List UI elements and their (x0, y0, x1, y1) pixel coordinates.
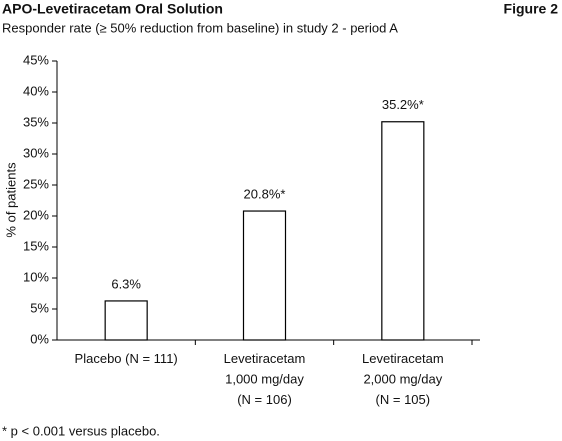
x-tick-label: Placebo (N = 111) (75, 351, 178, 366)
footnote: * p < 0.001 versus placebo. (2, 423, 160, 438)
chart-title: APO-Levetiracetam Oral Solution (2, 1, 223, 17)
y-tick-label: 0% (30, 331, 49, 346)
bar (242, 210, 287, 341)
x-tick-label-line: Placebo (N = 111) (75, 351, 178, 366)
x-tick-label-line: 2,000 mg/day (363, 372, 442, 387)
y-tick-label: 45% (23, 52, 49, 67)
value-label: 6.3% (111, 276, 141, 291)
x-tick-label-line: 1,000 mg/day (225, 372, 304, 387)
y-tick-label: 30% (23, 145, 49, 160)
value-label: 35.2%* (382, 97, 424, 112)
y-tick-label: 20% (23, 207, 49, 222)
x-tick-label-line: (N = 105) (376, 392, 431, 407)
chart-subtitle: Responder rate (≥ 50% reduction from bas… (2, 20, 398, 35)
y-tick-label: 40% (23, 83, 49, 98)
x-tick-label: Levetiracetam 1,000 mg/day (N = 106) (224, 351, 306, 407)
y-axis-label: % of patients (3, 162, 18, 238)
y-tick-label: 10% (23, 269, 49, 284)
x-tick-label-line: (N = 106) (237, 392, 292, 407)
value-label: 20.8%* (244, 186, 286, 201)
x-tick-label-line: Levetiracetam (362, 351, 444, 366)
y-tick-label: 35% (23, 114, 49, 129)
x-tick-label: Levetiracetam 2,000 mg/day (N = 105) (362, 351, 444, 407)
y-tick-label: 5% (30, 300, 49, 315)
y-tick-label: 25% (23, 176, 49, 191)
figure-label: Figure 2 (504, 1, 559, 17)
bar (381, 121, 425, 341)
y-tick-label: 15% (23, 238, 49, 253)
bar (104, 300, 148, 341)
x-tick-label-line: Levetiracetam (224, 351, 306, 366)
